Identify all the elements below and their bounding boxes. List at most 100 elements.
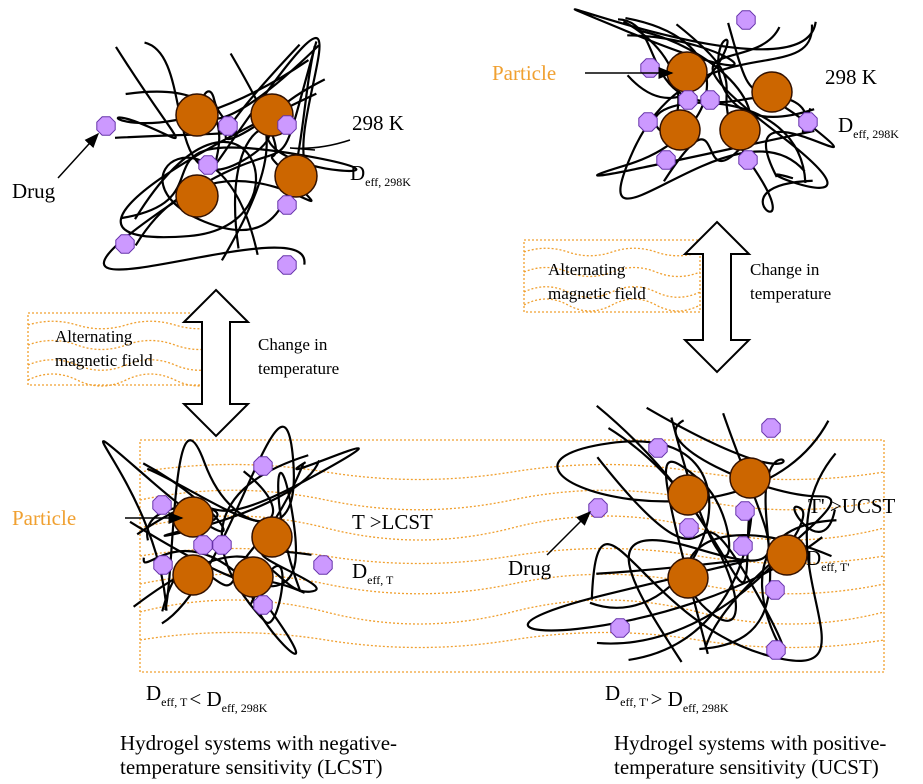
comparison: Deff, T'> Deff, 298K [605, 681, 729, 715]
drug-molecule [657, 151, 675, 169]
magnetic-particle [767, 535, 807, 575]
label: Hydrogel systems with positive- [614, 731, 886, 755]
magnetic-particle [252, 517, 292, 557]
subscript: eff, T [161, 695, 188, 709]
subscript: eff, 298K [222, 701, 268, 715]
field-line [140, 490, 884, 510]
polymer-chain [136, 53, 312, 245]
diagram: 298 K Deff, 298K Drug Alternating magnetic f… [0, 0, 923, 784]
diffusion-label: Deff, 298K [350, 161, 411, 189]
drug-molecule [153, 496, 171, 514]
subscript: eff, T' [821, 560, 849, 574]
symbol: D [838, 113, 853, 137]
drug-molecule [649, 439, 667, 457]
label: Particle [492, 61, 556, 85]
diffusion-label: Deff, 298K [838, 113, 899, 141]
polymer-chain [608, 428, 831, 621]
magnetic-particle [667, 52, 707, 92]
drug-molecule [254, 596, 272, 614]
label: Hydrogel systems with negative- [120, 731, 397, 755]
label: temperature sensitivity (LCST) [120, 755, 382, 779]
symbol: D [605, 681, 620, 705]
magnetic-particle [233, 557, 273, 597]
drug-molecule [97, 117, 115, 135]
magnetic-particle [668, 475, 708, 515]
drug-molecule [199, 156, 217, 174]
field-box [28, 313, 224, 385]
drug-molecule [611, 619, 629, 637]
drug-molecule [680, 519, 698, 537]
polymer-chain [620, 25, 812, 199]
field-line [28, 374, 224, 386]
label: Alternating [548, 260, 626, 279]
drug-molecule [766, 581, 784, 599]
drug-molecule [154, 556, 172, 574]
transition-arrow [184, 290, 248, 436]
drug-molecule [762, 419, 780, 437]
drug-molecule [219, 117, 237, 135]
label: temperature [258, 359, 339, 378]
drug-molecule [641, 59, 659, 77]
magnetic-particle [176, 175, 218, 217]
drug-molecule [194, 536, 212, 554]
magnetic-particle [173, 497, 213, 537]
magnetic-particle [176, 94, 218, 136]
symbol: D [206, 687, 221, 711]
symbol: D [668, 687, 683, 711]
polymer-chain [162, 46, 314, 255]
magnetic-particle [668, 558, 708, 598]
label: 298 K [352, 111, 404, 135]
drug-molecule [737, 11, 755, 29]
drug-molecule [213, 536, 231, 554]
magnetic-particle [660, 110, 700, 150]
label: Change in [750, 260, 820, 279]
operator: > [651, 687, 663, 711]
drug-molecule [314, 556, 332, 574]
label: 298 K [825, 65, 877, 89]
magnetic-particle [173, 555, 213, 595]
polymer-chain [137, 448, 359, 534]
symbol: D [806, 546, 821, 570]
drug-molecule [589, 499, 607, 517]
magnetic-particle [752, 72, 792, 112]
subscript: eff, 298K [365, 175, 411, 189]
subscript: eff, 298K [683, 701, 729, 715]
label: magnetic field [55, 351, 153, 370]
label: temperature sensitivity (UCST) [614, 755, 879, 779]
pointer-arrow [58, 134, 98, 178]
label: Drug [12, 179, 56, 203]
drug-molecule [736, 502, 754, 520]
drug-molecule [799, 113, 817, 131]
diffusion-label: Deff, T' [806, 546, 850, 574]
transition-arrow [685, 222, 749, 372]
symbol: D [146, 681, 161, 705]
drug-molecule [639, 113, 657, 131]
drug-molecule [701, 91, 719, 109]
label: Drug [508, 556, 552, 580]
drug-molecule [254, 457, 272, 475]
subscript: eff, 298K [853, 127, 899, 141]
symbol: D [352, 559, 367, 583]
drug-molecule [734, 537, 752, 555]
drug-molecule [278, 196, 296, 214]
label: magnetic field [548, 284, 646, 303]
operator: < [189, 687, 201, 711]
field-line [524, 248, 700, 256]
drug-molecule [278, 116, 296, 134]
symbol: D [350, 161, 365, 185]
drug-molecule [278, 256, 296, 274]
magnetic-particle [730, 458, 770, 498]
label: T' >UCST [808, 494, 896, 518]
label: Change in [258, 335, 328, 354]
comparison: Deff, T< Deff, 298K [146, 681, 268, 715]
magnetic-particle [720, 110, 760, 150]
label: T >LCST [352, 510, 433, 534]
drug-molecule [767, 641, 785, 659]
label: temperature [750, 284, 831, 303]
label: Alternating [55, 327, 133, 346]
label: Particle [12, 506, 76, 530]
drug-molecule [116, 235, 134, 253]
drug-molecule [679, 91, 697, 109]
subscript: eff, T [367, 573, 394, 587]
drug-molecule [739, 151, 757, 169]
